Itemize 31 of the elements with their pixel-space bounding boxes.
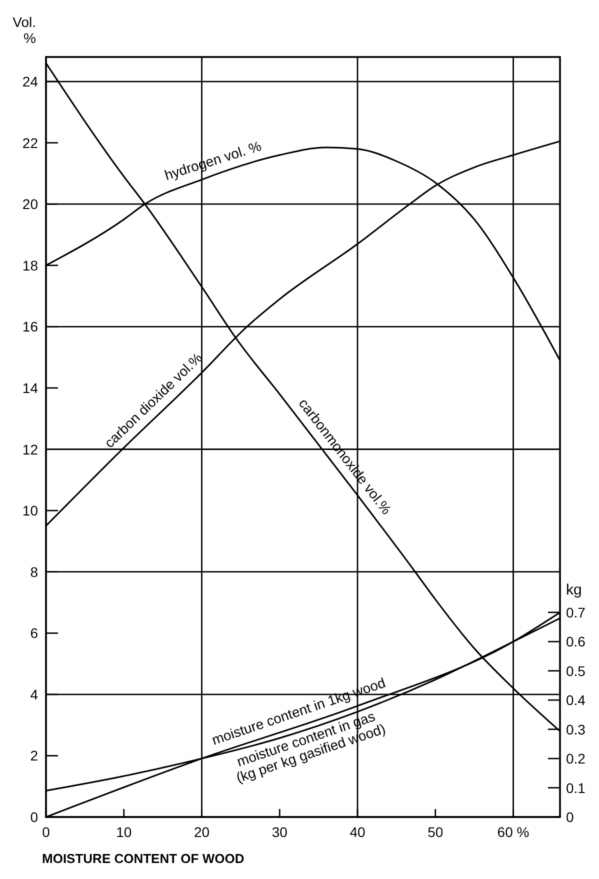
y2-tick-label: 0.5 bbox=[566, 662, 586, 679]
x-tick-label: 40 bbox=[350, 824, 366, 840]
y-tick-label: 16 bbox=[22, 318, 38, 335]
y-tick-label: 22 bbox=[22, 134, 38, 151]
x-tick-label: 10 bbox=[116, 824, 132, 840]
y-tick-label: 10 bbox=[22, 502, 38, 519]
y-tick-label: 8 bbox=[30, 564, 38, 580]
x-tick-label: 60 % bbox=[497, 824, 530, 840]
y2-tick-label: 0.6 bbox=[566, 634, 586, 650]
x-tick-label: 0 bbox=[42, 824, 50, 840]
y-axis-title: Vol. % bbox=[12, 14, 36, 46]
x-tick-label: 50 bbox=[428, 824, 444, 840]
y2-tick-label: 0.3 bbox=[566, 721, 586, 738]
y-tick-label: 24 bbox=[22, 74, 38, 90]
y-tick-label: 14 bbox=[22, 380, 38, 396]
y-tick-label: 6 bbox=[30, 625, 38, 642]
y2-tick-label: 0.2 bbox=[566, 750, 586, 767]
y-tick-label: 12 bbox=[22, 441, 38, 458]
y-tick-label: 20 bbox=[22, 196, 38, 212]
x-tick-label: 20 bbox=[194, 824, 210, 840]
y-tick-label: 18 bbox=[22, 257, 38, 274]
y2-tick-label: 0.7 bbox=[566, 604, 586, 620]
y2-tick-label: 0.4 bbox=[566, 692, 586, 708]
y2-axis-title: kg bbox=[566, 581, 582, 598]
y2-tick-label: 0.1 bbox=[566, 780, 586, 796]
x-tick-label: 30 bbox=[272, 824, 288, 840]
y-tick-label: 4 bbox=[30, 686, 38, 702]
y2-tick-label: 0 bbox=[566, 809, 574, 825]
y-tick-label: 2 bbox=[30, 748, 38, 764]
x-axis-title: MOISTURE CONTENT OF WOOD bbox=[42, 851, 244, 866]
y-tick-label: 0 bbox=[30, 809, 38, 825]
